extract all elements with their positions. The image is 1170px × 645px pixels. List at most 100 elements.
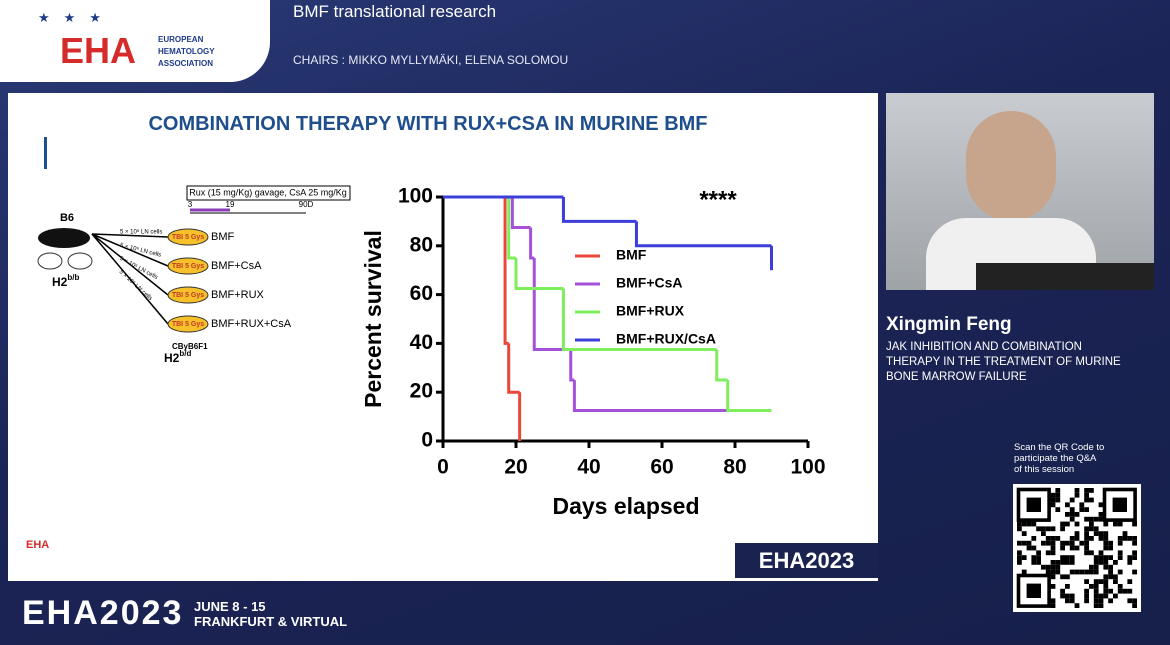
qr-module <box>1098 550 1104 556</box>
qr-module <box>1021 540 1027 546</box>
slide-brand: EHA2023 <box>735 543 878 578</box>
qr-module <box>1084 569 1089 575</box>
qr-module <box>1074 492 1080 498</box>
talk-line: JAK INHIBITION AND COMBINATION <box>886 341 1082 353</box>
qr-module <box>1108 588 1113 594</box>
mouse-icon <box>38 228 90 248</box>
qr-module <box>1055 492 1061 498</box>
qr-module <box>1098 512 1104 517</box>
qr-module <box>1060 593 1065 599</box>
qr-module <box>1117 584 1123 589</box>
qr-module <box>1103 560 1109 565</box>
qr-module <box>1127 579 1133 584</box>
qr-module <box>1017 540 1022 546</box>
qr-module <box>1084 492 1089 498</box>
qr-module <box>1036 526 1041 532</box>
qr-module <box>1031 536 1037 541</box>
survival-step <box>529 227 535 260</box>
survival-step <box>561 288 717 351</box>
slide-title: COMBINATION THERAPY WITH RUX+CSA IN MURI… <box>148 113 708 135</box>
qr-module <box>1103 574 1109 580</box>
qr-module <box>1093 598 1099 604</box>
qr-module <box>1065 502 1070 508</box>
qr-module <box>1055 569 1061 575</box>
qr-module <box>1103 564 1109 570</box>
qr-module <box>1065 584 1070 589</box>
y-tick-label: 80 <box>410 233 433 256</box>
qr-module <box>1065 598 1070 604</box>
qr-module <box>1093 555 1099 560</box>
qr-module <box>1093 526 1099 532</box>
qr-module <box>1084 545 1089 551</box>
qr-module <box>1041 526 1046 532</box>
qr-module <box>1108 564 1113 570</box>
qr-module <box>1045 569 1051 575</box>
speaker-video <box>886 93 1154 290</box>
arrow <box>91 233 169 325</box>
qr-module <box>1103 593 1109 599</box>
legend-label: BMF+CsA <box>616 275 683 291</box>
y-tick-label: 60 <box>410 282 433 305</box>
recipient-h2: H2b/d <box>164 349 191 365</box>
tbi-label: TBI 5 Gys <box>172 234 204 241</box>
qr-module <box>1084 540 1089 546</box>
qr-module <box>1098 555 1104 560</box>
qr-finder-core <box>1112 497 1127 512</box>
mouse-icon <box>167 257 209 275</box>
tbi-label: TBI 5 Gys <box>172 321 204 328</box>
qr-module <box>1079 507 1085 512</box>
qr-module <box>1103 540 1109 546</box>
qr-module <box>1055 560 1061 565</box>
x-tick-label: 0 <box>437 456 449 479</box>
x-tick-label: 80 <box>723 456 746 479</box>
qr-line: participate the Q&A <box>1014 453 1097 464</box>
qr-finder <box>1016 573 1051 608</box>
qr-module <box>1050 492 1056 498</box>
qr-module <box>1055 507 1061 512</box>
qr-module <box>1050 540 1056 546</box>
timeline-label: 19 <box>226 200 235 209</box>
qr-module <box>1132 569 1137 575</box>
qr-module <box>1050 536 1056 541</box>
qr-module <box>1132 536 1137 541</box>
logo-panel: EHA ★★★ EUROPEAN HEMATOLOGY ASSOCIATION <box>0 0 270 82</box>
org-line: EUROPEAN <box>158 35 204 44</box>
qr-module <box>1045 540 1051 546</box>
dosing-box <box>186 185 351 201</box>
qr-module <box>1084 588 1089 594</box>
qr-module <box>1093 531 1099 536</box>
cells-label: 5 × 10⁶ LN cells <box>119 242 162 259</box>
cells-label: 5 × 10⁶ LN cells <box>120 229 162 236</box>
qr-module <box>1089 488 1094 493</box>
qr-module <box>1113 560 1118 565</box>
qr-module <box>1117 536 1123 541</box>
qr-code[interactable] <box>1013 484 1141 612</box>
accent-bar <box>44 137 47 169</box>
qr-module <box>1089 521 1094 527</box>
x-tick-label: 100 <box>790 456 825 479</box>
qr-line: of this session <box>1014 464 1075 475</box>
x-tick-label: 60 <box>650 456 673 479</box>
qr-module <box>1050 545 1056 551</box>
qr-module <box>1089 536 1094 541</box>
qr-module <box>1065 555 1070 560</box>
y-tick-label: 0 <box>421 429 433 452</box>
qr-module <box>1117 521 1123 527</box>
qr-module <box>1060 560 1065 565</box>
qr-module <box>1050 598 1056 604</box>
qr-module <box>1117 555 1123 560</box>
qr-module <box>1103 545 1109 551</box>
qr-module <box>1060 521 1065 527</box>
qr-module <box>1065 512 1070 517</box>
speaker-name: Xingmin Feng <box>886 314 1012 335</box>
org-line: ASSOCIATION <box>158 59 213 68</box>
org-line: HEMATOLOGY <box>158 47 215 56</box>
qr-module <box>1045 564 1051 570</box>
group-label: BMF+RUX+CsA <box>211 318 292 330</box>
qr-module <box>1117 569 1123 575</box>
group-label: BMF <box>211 231 235 243</box>
x-tick-label: 20 <box>504 456 527 479</box>
survival-step <box>569 349 575 382</box>
donor: B6 <box>60 212 74 224</box>
